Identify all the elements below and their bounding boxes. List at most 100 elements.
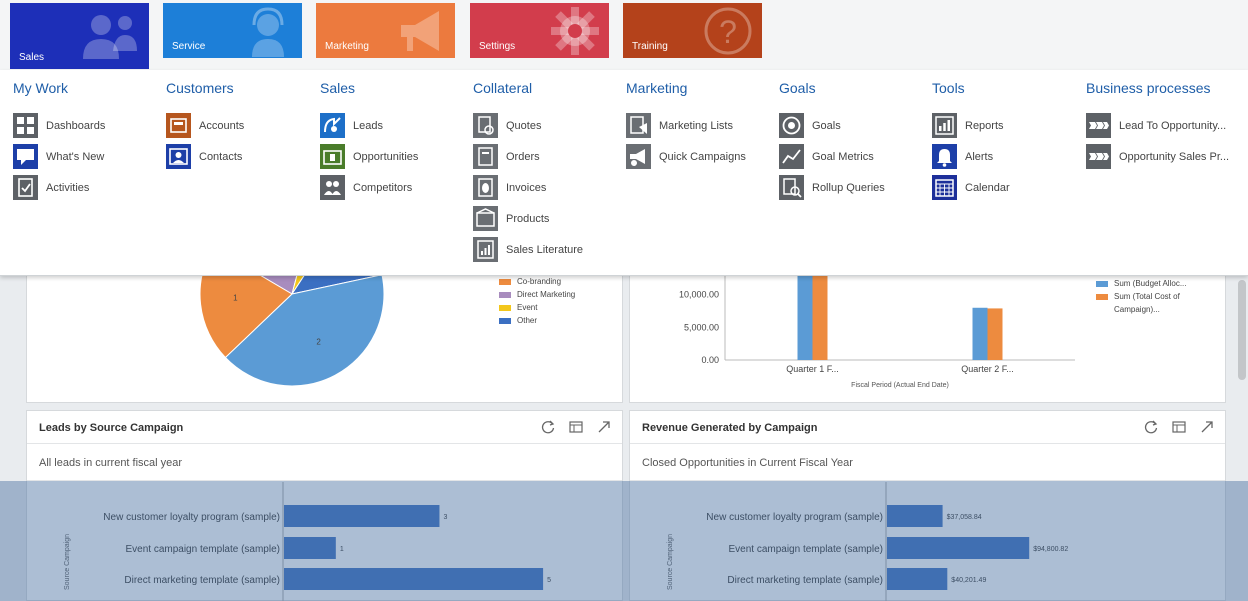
tile-settings[interactable]: Settings	[470, 3, 609, 58]
menu-item-marketing-lists[interactable]: Marketing Lists	[626, 110, 746, 141]
menu-item-label: Marketing Lists	[659, 119, 733, 132]
data-label: $37,058.84	[947, 514, 982, 521]
legend-label: Other	[517, 316, 538, 325]
legend-item: Other	[499, 314, 575, 327]
menu-column-sales: Sales Leads Opportunities Competitors	[320, 80, 418, 203]
headset-user-icon	[252, 7, 284, 57]
menu-item-label: Sales Literature	[506, 243, 584, 256]
tile-label: Service	[172, 41, 206, 52]
expand-icon[interactable]	[1199, 419, 1215, 435]
scrollbar-thumb[interactable]	[1238, 280, 1246, 380]
menu-item-label: Orders	[506, 150, 540, 163]
menu-item-activities[interactable]: Activities	[13, 172, 105, 203]
tile-label: Training	[632, 41, 668, 52]
column-bar	[812, 269, 828, 360]
menu-item-calendar[interactable]: Calendar	[932, 172, 1010, 203]
menu-item-sales-literature[interactable]: Sales Literature	[473, 234, 583, 265]
menu-column-collateral: Collateral Quotes Orders Invoices Produc…	[473, 80, 583, 265]
menu-item-label: Calendar	[965, 181, 1010, 194]
menu-item-lead-to-opportunity[interactable]: Lead To Opportunity...	[1086, 110, 1229, 141]
legend-item: Sum (Budget Alloc...	[1096, 277, 1186, 290]
menu-item-whats-new[interactable]: What's New	[13, 141, 105, 172]
data-label: 1	[340, 546, 344, 553]
menu-item-leads[interactable]: Leads	[320, 110, 418, 141]
menu-item-goal-metrics[interactable]: Goal Metrics	[779, 141, 885, 172]
invoices-icon	[473, 175, 498, 200]
refresh-icon[interactable]	[1143, 419, 1159, 435]
menu-item-alerts[interactable]: Alerts	[932, 141, 1010, 172]
menu-heading: Business processes	[1086, 80, 1211, 96]
menu-heading: Customers	[166, 80, 234, 96]
refresh-icon[interactable]	[540, 419, 556, 435]
megaphone-icon	[401, 11, 439, 51]
category-label: Event campaign template (sample)	[125, 544, 280, 555]
legend-label: Event	[517, 303, 538, 312]
menu-item-products[interactable]: Products	[473, 203, 583, 234]
process-icon	[1086, 144, 1111, 169]
column-bar	[987, 308, 1003, 360]
menu-heading: Tools	[932, 80, 965, 96]
legend-item: Co-branding	[499, 275, 575, 288]
menu-item-invoices[interactable]: Invoices	[473, 172, 583, 203]
panel-toolbar	[1143, 419, 1215, 435]
alerts-icon	[932, 144, 957, 169]
campaign-type-pie-panel: 112 Co-branding Direct Marketing Event O…	[26, 268, 623, 403]
menu-item-label: Goal Metrics	[812, 150, 874, 163]
menu-item-label: Opportunity Sales Pr...	[1119, 150, 1230, 163]
menu-item-label: Quick Campaigns	[659, 150, 746, 163]
category-label: Direct marketing template (sample)	[124, 575, 280, 586]
pie-slice-label: 1	[233, 293, 238, 302]
expand-icon[interactable]	[596, 419, 612, 435]
menu-heading: Sales	[320, 80, 356, 96]
menu-item-contacts[interactable]: Contacts	[166, 141, 244, 172]
sales-literature-icon	[473, 237, 498, 262]
menu-column-goals: Goals Goals Goal Metrics Rollup Queries	[779, 80, 885, 203]
opportunities-icon	[320, 144, 345, 169]
column-bar	[972, 307, 988, 360]
menu-heading: Collateral	[473, 80, 533, 96]
data-label: $40,201.49	[951, 577, 986, 584]
menu-item-opportunities[interactable]: Opportunities	[320, 141, 418, 172]
tile-marketing[interactable]: Marketing	[316, 3, 455, 58]
leads-icon	[320, 113, 345, 138]
menu-item-quotes[interactable]: Quotes	[473, 110, 583, 141]
x-tick-label: Quarter 2 F...	[961, 364, 1014, 374]
category-label: New customer loyalty program (sample)	[103, 512, 280, 523]
menu-item-orders[interactable]: Orders	[473, 141, 583, 172]
whats-new-icon	[13, 144, 38, 169]
menu-item-label: Dashboards	[46, 119, 106, 132]
tile-sales[interactable]: Sales	[10, 3, 149, 69]
menu-item-dashboards[interactable]: Dashboards	[13, 110, 105, 141]
tile-service[interactable]: Service	[163, 3, 302, 58]
goal-metrics-icon	[779, 144, 804, 169]
view-records-icon[interactable]	[568, 419, 584, 435]
bar	[887, 537, 1030, 559]
menu-item-competitors[interactable]: Competitors	[320, 172, 418, 203]
view-records-icon[interactable]	[1171, 419, 1187, 435]
menu-item-label: Opportunities	[353, 150, 419, 163]
y-axis-title: Source Campaign	[64, 534, 71, 590]
competitors-icon	[320, 175, 345, 200]
leads-bar-chart: Source Campaign New customer loyalty prog…	[64, 482, 551, 601]
menu-item-label: Reports	[965, 119, 1004, 132]
bar	[887, 505, 943, 527]
pie-slice	[224, 274, 385, 387]
menu-item-accounts[interactable]: Accounts	[166, 110, 244, 141]
legend-label: Direct Marketing	[517, 290, 576, 299]
svg-text:?: ?	[719, 14, 737, 50]
panel-title: Revenue Generated by Campaign	[642, 422, 818, 434]
marketing-lists-icon	[626, 113, 651, 138]
menu-heading: Marketing	[626, 80, 688, 96]
menu-item-reports[interactable]: Reports	[932, 110, 1010, 141]
gear-icon	[551, 7, 599, 55]
menu-item-quick-campaigns[interactable]: Quick Campaigns	[626, 141, 746, 172]
menu-item-opportunity-sales-process[interactable]: Opportunity Sales Pr...	[1086, 141, 1229, 172]
data-label: 3	[443, 514, 447, 521]
menu-item-label: Lead To Opportunity...	[1119, 119, 1227, 132]
orders-icon	[473, 144, 498, 169]
menu-item-goals[interactable]: Goals	[779, 110, 885, 141]
tile-training[interactable]: ? Training	[623, 3, 762, 58]
menu-item-rollup-queries[interactable]: Rollup Queries	[779, 172, 885, 203]
